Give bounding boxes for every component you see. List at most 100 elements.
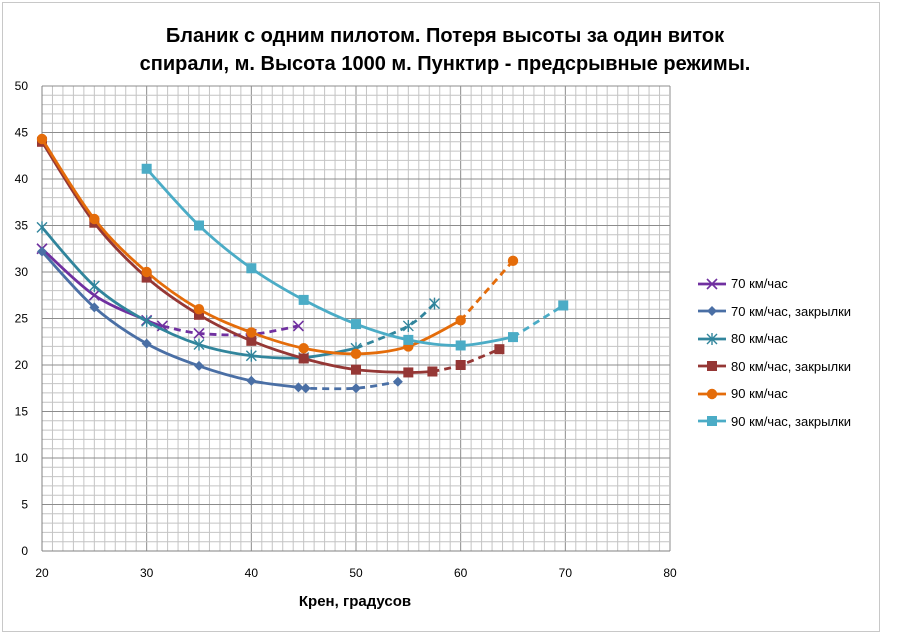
data-point [392,376,403,387]
legend-marker [707,306,717,317]
series-line-solid [40,247,164,328]
y-tick-label: 0 [21,544,28,558]
legend-swatch [698,332,726,345]
series-6 [141,163,569,351]
x-tick-label: 50 [349,566,363,580]
series-4 [37,136,505,378]
data-point [141,315,153,328]
y-tick-label: 45 [15,126,29,140]
y-tick-label: 35 [15,219,29,233]
data-point [298,353,309,364]
legend-label: 90 км/час, закрылки [731,413,852,429]
y-tick-label: 25 [15,312,29,326]
legend-item: 70 км/час, закрылки [697,298,877,326]
legend-item: 90 км/час [697,380,877,408]
data-point [193,338,205,351]
data-point [507,255,519,267]
data-point [141,338,152,349]
grid [41,85,671,552]
chart-title-line-2: спирали, м. Высота 1000 м. Пунктир - пре… [139,53,751,75]
data-point [246,263,257,274]
x-axis-label: Крен, градусов [298,593,412,610]
data-point [558,300,569,311]
data-point [88,289,100,301]
tick-labels: 20 30 40 50 60 70 80 0 5 10 15 20 25 30 35 40 45 50 [15,79,677,580]
series-line-dashed [162,324,299,337]
legend-label: 70 км/час, закрылки [731,303,852,319]
data-point [36,133,48,145]
legend-swatch [698,388,726,399]
data-point [455,360,466,370]
data-point [141,272,152,283]
data-point [36,221,48,234]
chart-title: Бланик с одним пилотом. Потеря высоты за… [60,22,830,78]
legend-item: 80 км/час, закрылки [697,353,877,381]
data-point [141,266,152,278]
legend-marker [706,332,718,345]
y-tick-label: 40 [15,172,29,186]
data-point [455,340,466,351]
data-point [351,383,361,394]
x-tick-label: 30 [140,566,154,580]
legend-swatch [698,416,726,427]
data-point [89,213,100,225]
data-point [89,302,100,313]
data-point [300,383,311,394]
legend-swatch [698,361,726,372]
data-point [246,335,257,346]
data-point [141,163,152,174]
data-point [194,220,204,231]
data-point [298,343,309,354]
data-point [246,375,257,386]
legend-label: 80 км/час [731,331,788,347]
series-line-solid [40,140,434,374]
y-tick-label: 30 [15,265,29,279]
data-point [403,367,414,378]
data-point [455,315,466,326]
x-tick-label: 40 [245,566,259,580]
y-tick-label: 50 [15,79,29,93]
data-point [245,349,257,362]
legend-label: 90 км/час [731,386,788,402]
x-tick-label: 70 [559,566,573,580]
data-point [402,319,414,332]
data-point [350,348,362,360]
legend-marker [706,388,718,399]
data-point [88,279,100,292]
x-tick-label: 20 [35,566,49,580]
legend-label: 80 км/час, закрылки [731,358,852,374]
series-line-dashed [512,304,564,339]
data-point [292,320,304,332]
legend: 70 км/час 70 км/час, закрылки 80 км/час 80 … [697,270,877,435]
data-point [403,334,414,345]
x-tick-label: 60 [454,566,468,580]
series-5 [36,133,519,360]
legend-item: 90 км/час, закрылки [697,408,877,436]
series-line-dashed [432,347,500,373]
data-point [508,332,518,343]
y-tick-label: 5 [21,498,28,512]
legend-marker [707,361,717,372]
data-point [351,319,361,330]
series-line-dashed [297,380,399,391]
y-tick-label: 15 [15,405,29,419]
x-tick-label: 80 [663,566,677,580]
legend-swatch [698,306,726,317]
data-point [429,297,440,310]
axes [41,86,670,552]
data-point [193,327,205,339]
legend-marker [707,416,717,427]
data-point [194,360,204,371]
data-point [246,327,257,338]
series-group [36,133,569,394]
legend-label: 70 км/час [731,276,788,292]
data-point [193,304,205,315]
data-point [37,246,47,257]
data-point [427,366,438,377]
data-point [351,364,361,375]
data-point [298,294,309,305]
data-point [194,309,204,320]
legend-marker [706,278,718,290]
series-2 [37,246,403,394]
